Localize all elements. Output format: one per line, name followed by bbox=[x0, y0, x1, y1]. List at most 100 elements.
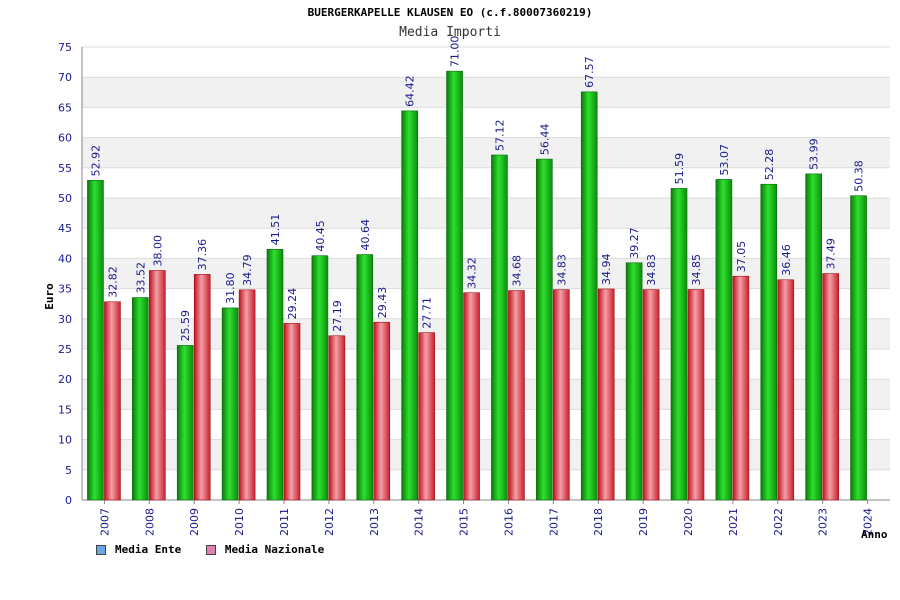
data-label-media-ente: 64.42 bbox=[404, 75, 417, 107]
data-label-media-ente: 31.80 bbox=[224, 272, 237, 304]
bar-media-ente bbox=[401, 110, 418, 501]
bar-media-ente bbox=[760, 183, 778, 501]
data-label-media-ente: 53.99 bbox=[808, 138, 821, 170]
x-tick-label: 2020 bbox=[682, 508, 695, 536]
bar-media-ente bbox=[356, 254, 374, 501]
x-tick-label: 2022 bbox=[772, 508, 785, 536]
data-label-media-nazionale: 37.05 bbox=[735, 241, 748, 273]
data-label-media-nazionale: 37.49 bbox=[825, 238, 838, 270]
x-tick-label: 2017 bbox=[547, 508, 560, 536]
data-label-media-nazionale: 32.82 bbox=[106, 266, 119, 298]
data-label-media-ente: 53.07 bbox=[718, 144, 731, 176]
bar-media-nazionale bbox=[508, 290, 525, 501]
bar-media-ente bbox=[625, 262, 643, 501]
chart-subtitle: Media Importi bbox=[399, 25, 501, 40]
data-label-media-nazionale: 34.68 bbox=[510, 255, 523, 287]
y-tick-label: 55 bbox=[58, 162, 72, 175]
bar-media-nazionale bbox=[418, 332, 435, 501]
bar-media-ente bbox=[670, 188, 688, 501]
x-tick-label: 2016 bbox=[502, 508, 515, 536]
y-tick-label: 60 bbox=[58, 132, 72, 145]
legend-swatch-media-nazionale bbox=[205, 544, 216, 555]
grid-band bbox=[82, 318, 890, 349]
data-label-media-ente: 71.00 bbox=[449, 36, 462, 68]
x-tick-label: 2024 bbox=[862, 508, 875, 536]
x-tick-label: 2015 bbox=[458, 508, 471, 536]
y-tick-label: 5 bbox=[65, 464, 72, 477]
data-label-media-nazionale: 38.00 bbox=[151, 235, 164, 267]
bar-media-ente bbox=[491, 154, 508, 501]
x-tick-label: 2007 bbox=[98, 508, 111, 536]
bar-media-ente bbox=[266, 248, 284, 501]
bar-media-nazionale bbox=[463, 292, 480, 501]
bar-media-ente bbox=[536, 158, 553, 501]
grid-band bbox=[82, 439, 890, 470]
data-label-media-nazionale: 27.71 bbox=[421, 297, 434, 329]
bar-media-nazionale bbox=[328, 335, 346, 501]
grid-band bbox=[82, 77, 890, 108]
legend-label-media-nazionale: Media Nazionale bbox=[224, 543, 325, 556]
data-label-media-ente: 51.59 bbox=[673, 153, 686, 185]
data-label-media-nazionale: 34.32 bbox=[466, 257, 479, 289]
x-tick-label: 2009 bbox=[188, 508, 201, 536]
data-label-media-nazionale: 29.43 bbox=[376, 287, 389, 319]
bar-media-ente bbox=[715, 179, 733, 501]
y-tick-label: 40 bbox=[58, 252, 72, 265]
data-label-media-nazionale: 29.24 bbox=[286, 288, 299, 320]
data-label-media-nazionale: 37.36 bbox=[196, 239, 209, 271]
bar-media-nazionale bbox=[193, 274, 211, 501]
y-tick-label: 30 bbox=[58, 313, 72, 326]
legend-swatch-media-ente bbox=[96, 544, 106, 555]
bar-media-nazionale bbox=[238, 289, 256, 501]
bar-media-nazionale bbox=[283, 323, 301, 501]
y-tick-label: 75 bbox=[58, 41, 72, 54]
data-label-media-ente: 41.51 bbox=[269, 214, 282, 246]
bar-media-nazionale bbox=[597, 288, 615, 501]
data-label-media-ente: 67.57 bbox=[583, 56, 596, 88]
data-label-media-nazionale: 34.79 bbox=[241, 254, 254, 286]
y-axis-label: Euro bbox=[42, 283, 56, 310]
bar-media-ente bbox=[311, 255, 329, 501]
y-tick-label: 0 bbox=[65, 494, 72, 507]
data-label-media-ente: 40.64 bbox=[359, 219, 372, 251]
data-label-media-nazionale: 34.83 bbox=[645, 254, 658, 286]
data-label-media-ente: 57.12 bbox=[493, 119, 506, 151]
data-label-media-ente: 52.28 bbox=[763, 149, 776, 181]
x-axis-label: Anno bbox=[861, 528, 888, 541]
y-tick-label: 20 bbox=[58, 373, 72, 386]
y-tick-label: 50 bbox=[58, 192, 72, 205]
bar-media-ente bbox=[580, 91, 598, 501]
legend-item-media-nazionale: Media Nazionale bbox=[205, 543, 325, 556]
data-label-media-nazionale: 36.46 bbox=[780, 244, 793, 276]
grid-band bbox=[82, 379, 890, 410]
x-tick-label: 2010 bbox=[233, 508, 246, 536]
bar-media-nazionale bbox=[687, 289, 705, 501]
x-tick-label: 2013 bbox=[368, 508, 381, 536]
bar-media-ente bbox=[132, 297, 149, 501]
data-label-media-ente: 50.38 bbox=[853, 160, 866, 192]
data-label-media-ente: 25.59 bbox=[179, 310, 192, 342]
bar-media-ente bbox=[446, 70, 463, 501]
data-label-media-nazionale: 34.94 bbox=[600, 253, 613, 285]
data-label-media-nazionale: 34.85 bbox=[690, 254, 703, 286]
y-tick-label: 45 bbox=[58, 222, 72, 235]
x-tick-label: 2021 bbox=[727, 508, 740, 536]
data-label-media-ente: 33.52 bbox=[134, 262, 147, 294]
data-label-media-ente: 39.27 bbox=[628, 227, 641, 259]
data-label-media-nazionale: 27.19 bbox=[331, 300, 344, 332]
bar-media-nazionale bbox=[642, 289, 660, 501]
bar-media-nazionale bbox=[732, 275, 750, 501]
legend-item-media-ente: Media Ente bbox=[96, 543, 181, 556]
bar-media-nazionale bbox=[822, 273, 839, 501]
chart-title: BUERGERKAPELLE KLAUSEN EO (c.f.800073602… bbox=[307, 6, 593, 19]
data-label-media-ente: 40.45 bbox=[314, 220, 327, 252]
grid-band bbox=[82, 137, 890, 168]
y-tick-label: 70 bbox=[58, 71, 72, 84]
bar-media-nazionale bbox=[777, 279, 795, 501]
x-tick-label: 2018 bbox=[592, 508, 605, 536]
y-tick-label: 10 bbox=[58, 434, 72, 447]
x-tick-label: 2012 bbox=[323, 508, 336, 536]
data-label-media-ente: 56.44 bbox=[538, 124, 551, 156]
